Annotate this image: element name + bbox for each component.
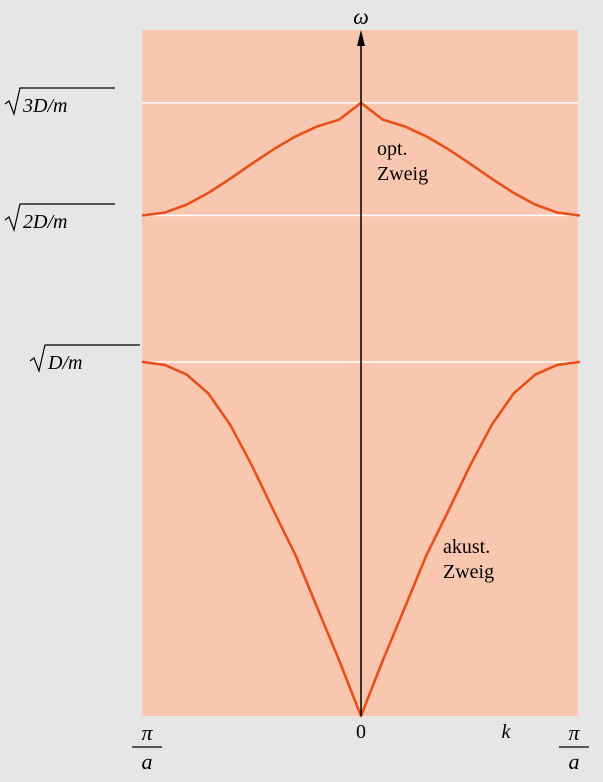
sqrt-radicand-1: 3D/m bbox=[22, 95, 67, 117]
x-tick-left-denominator: a bbox=[142, 749, 153, 774]
sqrt-label-3: D/m bbox=[29, 344, 140, 374]
sqrt-radical-3 bbox=[29, 344, 140, 374]
sqrt-radicand-2: 2D/m bbox=[23, 211, 67, 233]
y-axis-label: ω bbox=[353, 4, 369, 29]
series-label-1-line-2: Zweig bbox=[377, 163, 428, 185]
x-axis-label: k bbox=[502, 721, 512, 743]
plot-area bbox=[142, 30, 578, 716]
sqrt-radical-2 bbox=[4, 203, 115, 233]
y-axis-arrow bbox=[357, 30, 365, 46]
series-label-2-line-2: Zweig bbox=[443, 561, 494, 583]
x-tick-center: 0 bbox=[356, 721, 366, 743]
series-label-1-line-1: opt. bbox=[377, 138, 408, 160]
sqrt-radicand-3: D/m bbox=[47, 352, 82, 374]
sqrt-label-2: 2D/m bbox=[4, 203, 115, 233]
x-tick-right-denominator: a bbox=[569, 749, 580, 774]
series-label-2-line-1: akust. bbox=[443, 536, 490, 558]
x-tick-left-numerator: π bbox=[141, 720, 153, 745]
sqrt-label-1: 3D/m bbox=[4, 87, 115, 117]
sqrt-radical-1 bbox=[4, 87, 115, 117]
x-tick-right-numerator: π bbox=[568, 720, 580, 745]
